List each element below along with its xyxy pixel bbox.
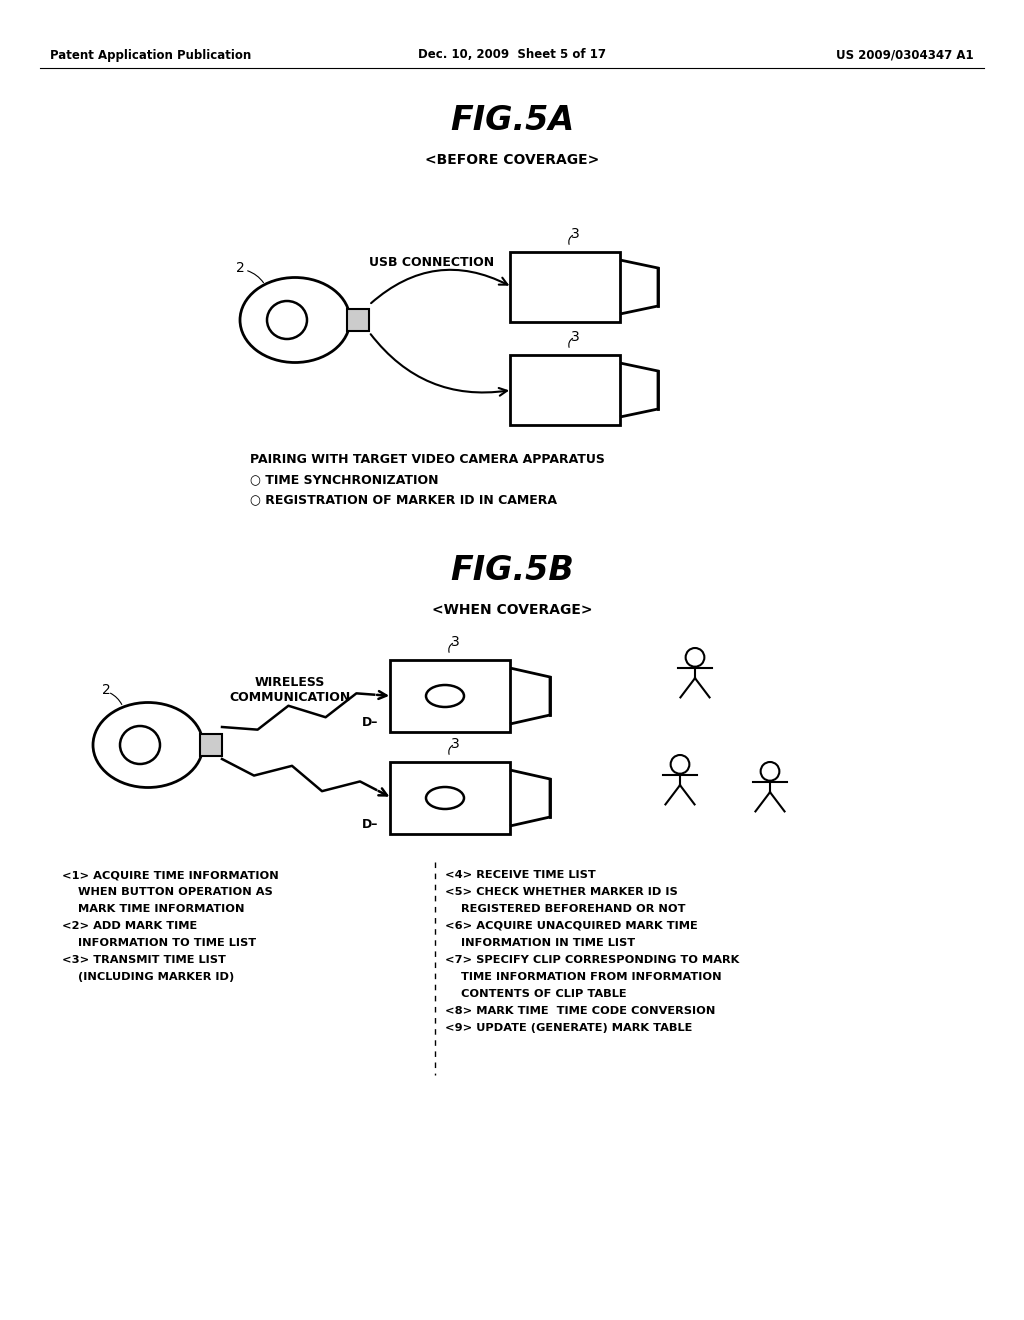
Text: 3: 3 xyxy=(570,330,580,345)
Text: FIG.5A: FIG.5A xyxy=(450,103,574,136)
Bar xyxy=(390,660,510,733)
Text: INFORMATION IN TIME LIST: INFORMATION IN TIME LIST xyxy=(445,939,635,948)
Text: <WHEN COVERAGE>: <WHEN COVERAGE> xyxy=(432,603,592,616)
Text: 3: 3 xyxy=(451,635,460,649)
Text: Dec. 10, 2009  Sheet 5 of 17: Dec. 10, 2009 Sheet 5 of 17 xyxy=(418,49,606,62)
Text: ○ REGISTRATION OF MARKER ID IN CAMERA: ○ REGISTRATION OF MARKER ID IN CAMERA xyxy=(250,492,557,506)
Bar xyxy=(510,355,620,425)
Text: <8> MARK TIME  TIME CODE CONVERSION: <8> MARK TIME TIME CODE CONVERSION xyxy=(445,1006,716,1016)
Text: US 2009/0304347 A1: US 2009/0304347 A1 xyxy=(837,49,974,62)
Text: <1> ACQUIRE TIME INFORMATION: <1> ACQUIRE TIME INFORMATION xyxy=(62,870,279,880)
Text: Patent Application Publication: Patent Application Publication xyxy=(50,49,251,62)
Text: <4> RECEIVE TIME LIST: <4> RECEIVE TIME LIST xyxy=(445,870,596,880)
Text: <9> UPDATE (GENERATE) MARK TABLE: <9> UPDATE (GENERATE) MARK TABLE xyxy=(445,1023,692,1034)
Text: CONTENTS OF CLIP TABLE: CONTENTS OF CLIP TABLE xyxy=(445,989,627,999)
Text: (INCLUDING MARKER ID): (INCLUDING MARKER ID) xyxy=(62,972,234,982)
Text: 2: 2 xyxy=(101,682,111,697)
Text: <2> ADD MARK TIME: <2> ADD MARK TIME xyxy=(62,921,198,931)
Bar xyxy=(347,309,369,331)
Text: ○ TIME SYNCHRONIZATION: ○ TIME SYNCHRONIZATION xyxy=(250,473,438,486)
Text: 3: 3 xyxy=(451,737,460,751)
Text: <3> TRANSMIT TIME LIST: <3> TRANSMIT TIME LIST xyxy=(62,954,226,965)
Text: D–: D– xyxy=(361,715,378,729)
Bar xyxy=(510,252,620,322)
Text: <5> CHECK WHETHER MARKER ID IS: <5> CHECK WHETHER MARKER ID IS xyxy=(445,887,678,898)
Bar xyxy=(390,762,510,834)
Text: FIG.5B: FIG.5B xyxy=(451,553,573,586)
Text: <6> ACQUIRE UNACQUIRED MARK TIME: <6> ACQUIRE UNACQUIRED MARK TIME xyxy=(445,921,697,931)
Text: USB CONNECTION: USB CONNECTION xyxy=(370,256,495,269)
Text: REGISTERED BEFOREHAND OR NOT: REGISTERED BEFOREHAND OR NOT xyxy=(445,904,685,913)
Text: TIME INFORMATION FROM INFORMATION: TIME INFORMATION FROM INFORMATION xyxy=(445,972,722,982)
Text: 2: 2 xyxy=(236,261,245,275)
Text: 3: 3 xyxy=(570,227,580,242)
Text: WIRELESS
COMMUNICATION: WIRELESS COMMUNICATION xyxy=(229,676,350,704)
Text: INFORMATION TO TIME LIST: INFORMATION TO TIME LIST xyxy=(62,939,256,948)
Text: MARK TIME INFORMATION: MARK TIME INFORMATION xyxy=(62,904,245,913)
Bar xyxy=(200,734,222,756)
Text: D–: D– xyxy=(361,817,378,830)
Text: PAIRING WITH TARGET VIDEO CAMERA APPARATUS: PAIRING WITH TARGET VIDEO CAMERA APPARAT… xyxy=(250,453,605,466)
Text: WHEN BUTTON OPERATION AS: WHEN BUTTON OPERATION AS xyxy=(62,887,272,898)
Text: <BEFORE COVERAGE>: <BEFORE COVERAGE> xyxy=(425,153,599,168)
Text: <7> SPECIFY CLIP CORRESPONDING TO MARK: <7> SPECIFY CLIP CORRESPONDING TO MARK xyxy=(445,954,739,965)
